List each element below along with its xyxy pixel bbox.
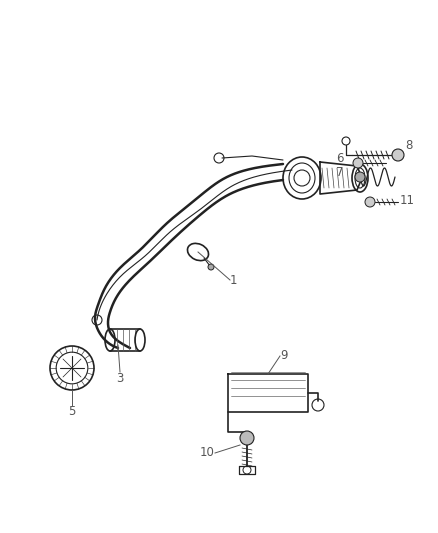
Circle shape (240, 431, 254, 445)
Text: 11: 11 (399, 193, 414, 206)
Text: 3: 3 (116, 372, 124, 385)
Text: 9: 9 (279, 350, 287, 362)
Text: 10: 10 (200, 447, 215, 459)
Circle shape (352, 158, 362, 168)
Circle shape (208, 264, 213, 270)
Circle shape (391, 149, 403, 161)
Text: 1: 1 (230, 273, 237, 287)
Text: 5: 5 (68, 405, 75, 418)
Circle shape (364, 197, 374, 207)
Text: 6: 6 (336, 151, 343, 165)
Circle shape (354, 172, 364, 182)
Text: 7: 7 (336, 166, 343, 180)
Text: 8: 8 (404, 139, 411, 151)
